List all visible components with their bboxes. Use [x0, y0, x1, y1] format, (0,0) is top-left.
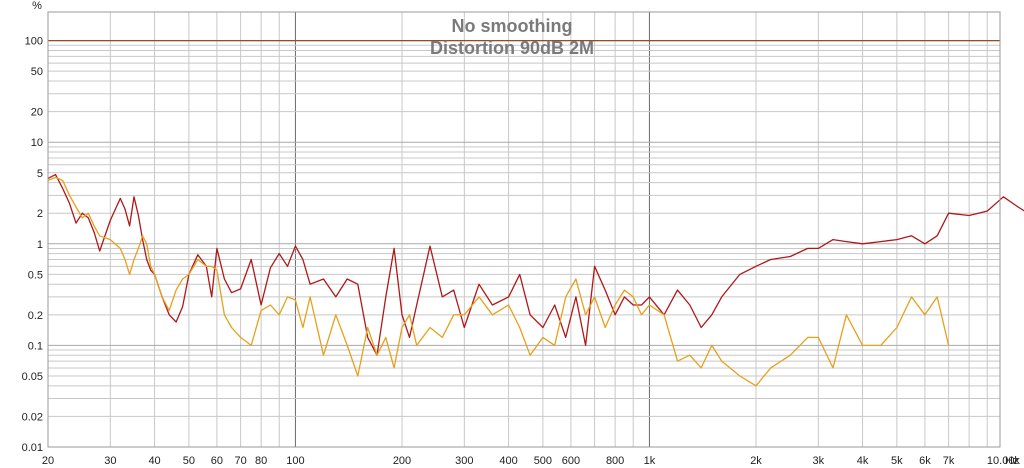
x-tick-label: 10.00k: [987, 455, 1021, 467]
y-tick-label: 0.05: [22, 371, 43, 383]
y-tick-label: 100: [25, 36, 43, 48]
x-tick-label: 4k: [857, 455, 869, 467]
series-line-orange: [47, 176, 950, 387]
grid: [47, 12, 1000, 448]
y-tick-label: 0.1: [28, 340, 43, 352]
x-tick-label: 20: [42, 455, 54, 467]
x-tick-label: 100: [286, 455, 304, 467]
y-tick-label: 1: [37, 239, 43, 251]
x-tick-label: 500: [534, 455, 552, 467]
x-tick-label: 6k: [919, 455, 931, 467]
series-group: [47, 173, 1024, 387]
chart-subtitle: Distortion 90dB 2M: [430, 38, 594, 58]
y-tick-label: 0.02: [22, 411, 43, 423]
x-tick-label: 40: [148, 455, 160, 467]
plot-border: [47, 11, 1001, 448]
x-tick-label: 800: [606, 455, 624, 467]
x-unit-label: Hz: [1005, 455, 1018, 467]
x-tick-label: 7k: [943, 455, 955, 467]
tick-labels: 20 30 40 50 60 70 80 100 200 300 400 500 600 800 1k 2k 3…: [22, 36, 1021, 467]
x-tick-label: 80: [255, 455, 267, 467]
x-tick-label: 400: [499, 455, 517, 467]
chart-title: No smoothing: [452, 16, 573, 36]
x-tick-label: 5k: [891, 455, 903, 467]
x-tick-label: 60: [211, 455, 223, 467]
x-tick-label: 1k: [644, 455, 656, 467]
y-tick-label: 10: [31, 137, 43, 149]
y-tick-label: 0.01: [22, 442, 43, 454]
y-tick-label: 50: [31, 66, 43, 78]
y-unit-label: %: [32, 0, 42, 12]
x-tick-label: 200: [393, 455, 411, 467]
x-tick-label: 2k: [750, 455, 762, 467]
x-tick-label: 70: [234, 455, 246, 467]
y-tick-label: 5: [37, 168, 43, 180]
x-tick-label: 300: [455, 455, 473, 467]
y-tick-label: 20: [31, 107, 43, 119]
y-tick-label: 0.2: [28, 310, 43, 322]
x-tick-label: 600: [562, 455, 580, 467]
x-tick-label: 3k: [813, 455, 825, 467]
y-tick-label: 2: [37, 208, 43, 220]
y-tick-label: 0.5: [28, 269, 43, 281]
x-tick-label: 50: [183, 455, 195, 467]
series-line-red: [47, 173, 1024, 356]
plot-background: [48, 12, 1000, 447]
x-tick-label: 30: [104, 455, 116, 467]
